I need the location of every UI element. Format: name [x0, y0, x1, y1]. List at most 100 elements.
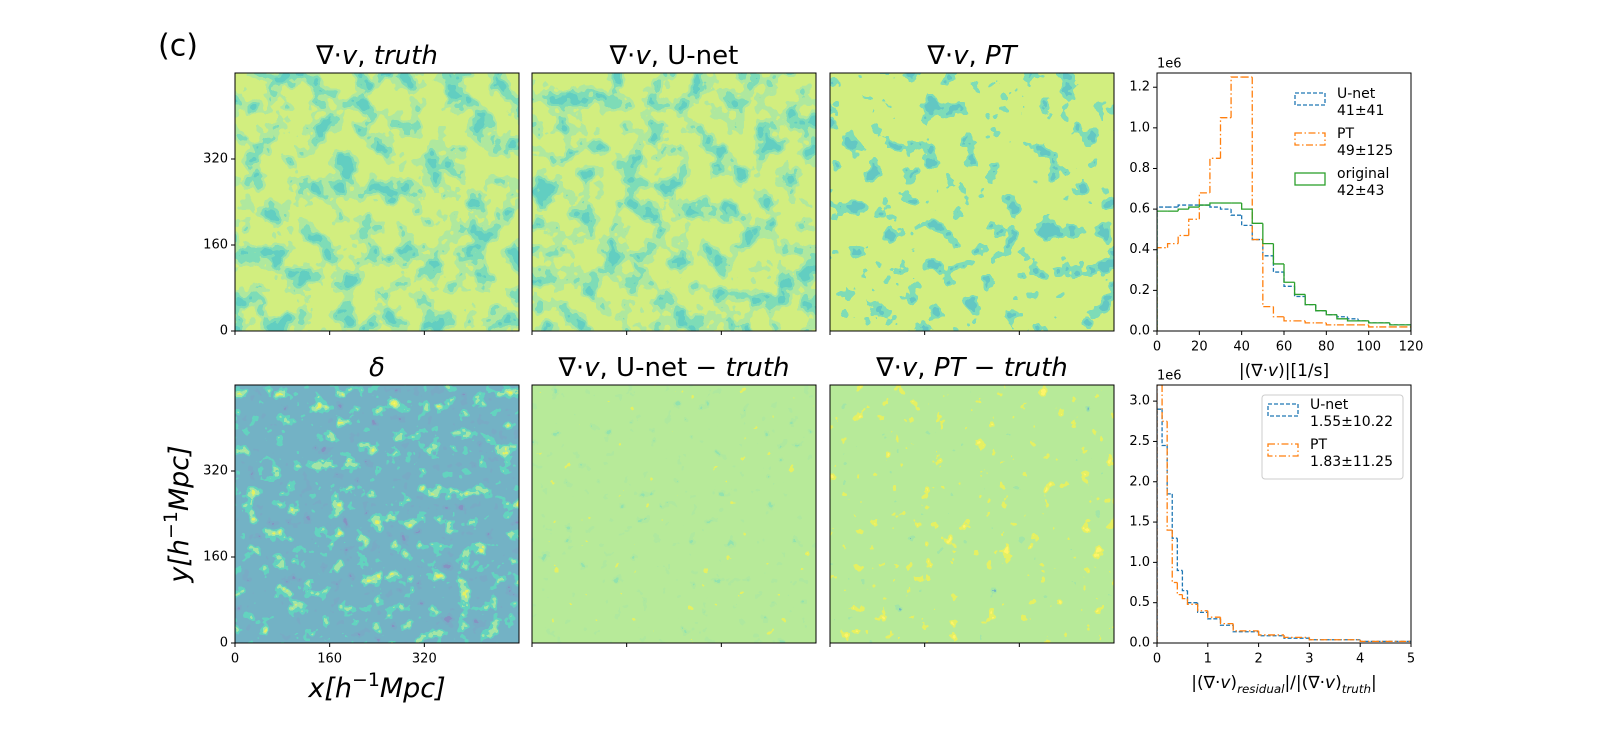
y-tick-label: 0.0	[1129, 636, 1150, 651]
y-tick-label: 1.5	[1129, 515, 1150, 530]
x-tick-label: 0	[1153, 652, 1161, 667]
panel-title: δ	[369, 353, 385, 383]
histogram-step	[1209, 202, 1221, 206]
text-part: ∇·	[926, 41, 953, 71]
x-tick-label: 3	[1305, 652, 1313, 667]
histogram-step	[1198, 204, 1210, 208]
y-tick-label: 0	[220, 324, 228, 339]
histogram-step	[1176, 582, 1183, 596]
text-part: −1	[352, 669, 380, 691]
x-tick-label: 160	[317, 652, 342, 667]
y-tick-label: 1.0	[1129, 120, 1150, 135]
y-tick-label: 0.8	[1129, 161, 1150, 176]
histogram-step	[1219, 117, 1232, 159]
histogram-step	[1283, 272, 1295, 287]
histogram-step	[1188, 218, 1200, 236]
text-part: |(∇·	[1239, 361, 1268, 381]
histogram-step	[1207, 610, 1221, 618]
x-tick-label: 100	[1356, 340, 1381, 355]
legend-label: U-net	[1337, 86, 1376, 102]
histogram-step	[1336, 314, 1348, 320]
axes-frame	[1156, 384, 1412, 644]
histogram-step	[1346, 318, 1359, 322]
legend-handle	[1267, 443, 1299, 457]
histogram-step	[1304, 294, 1316, 306]
text-part: [	[164, 555, 195, 567]
histogram-step	[1157, 408, 1163, 643]
y-tick-label: 3.0	[1129, 394, 1150, 409]
histogram-step	[1157, 247, 1168, 331]
histogram-step	[1359, 639, 1411, 643]
x-tick-label: 1	[1204, 652, 1212, 667]
histogram-step	[1368, 320, 1380, 324]
text-part: v	[953, 41, 969, 71]
field-image	[830, 73, 1114, 331]
histogram-step	[1232, 623, 1259, 632]
histogram-steps	[1157, 76, 1411, 331]
legend-label: original	[1337, 166, 1389, 182]
x-tick-label: 20	[1191, 340, 1208, 355]
histogram-step	[1400, 324, 1411, 331]
text-part: v	[342, 41, 358, 71]
text-part: )	[1230, 673, 1237, 693]
histogram-step	[1171, 493, 1178, 539]
text-part: −	[965, 353, 1003, 383]
panel-frame	[531, 72, 817, 332]
panel-title: ∇·v, PT	[926, 41, 1018, 71]
text-part: truth	[1004, 353, 1068, 383]
field-image	[830, 385, 1114, 643]
text-part: |/|(∇·	[1284, 673, 1325, 693]
text-part: truth	[374, 41, 438, 71]
histogram-step	[1304, 296, 1316, 306]
legend-summary: 49±125	[1337, 143, 1393, 159]
text-part: ∇·	[315, 41, 342, 71]
histogram-step	[1219, 207, 1232, 210]
histogram-step	[1336, 314, 1348, 318]
y-axis-label: y[h−1Mpc]	[160, 445, 195, 583]
histogram-step	[1293, 282, 1306, 296]
histogram-step	[1308, 637, 1361, 641]
panel-frame	[829, 72, 1115, 332]
histogram-step	[1257, 630, 1284, 636]
histogram-step	[1157, 385, 1163, 643]
x-tick-label: 0	[1153, 340, 1161, 355]
histogram-step	[1346, 316, 1359, 320]
histogram-step	[1188, 206, 1200, 210]
text-part: |	[1371, 673, 1377, 693]
x-tick-label: 120	[1399, 340, 1424, 355]
histogram-step	[1177, 208, 1189, 212]
histogram-step	[1400, 326, 1411, 331]
y-tick-label: 320	[203, 464, 228, 479]
panel-title: ∇·v, PT − truth	[875, 353, 1068, 383]
x-axis-label: x[h−1Mpc]	[307, 669, 445, 704]
histogram-step	[1272, 306, 1284, 318]
panel-frame	[829, 384, 1115, 644]
histogram-step	[1176, 538, 1183, 572]
text-part: residual	[1237, 682, 1285, 696]
histogram-step	[1161, 385, 1168, 422]
text-part: ]	[164, 445, 195, 458]
legend-handle	[1267, 403, 1299, 417]
histogram-step	[1157, 206, 1168, 331]
text-part: v	[1220, 673, 1231, 693]
histogram-step	[1241, 203, 1253, 210]
axes-frame	[1156, 72, 1412, 332]
histogram-step	[1315, 304, 1327, 312]
legend-summary: 42±43	[1337, 183, 1384, 199]
text-part: δ	[369, 353, 385, 383]
text-part: |(∇·	[1191, 673, 1220, 693]
text-part: Mpc	[380, 673, 435, 704]
histogram-step	[1262, 239, 1274, 308]
histogram-step	[1166, 242, 1179, 248]
x-tick-label: 80	[1318, 340, 1335, 355]
histogram-step	[1198, 192, 1210, 220]
histogram-step	[1400, 324, 1411, 331]
x-tick-label: 5	[1407, 652, 1415, 667]
text-part: ,	[917, 353, 934, 383]
histogram-step	[1157, 210, 1168, 331]
x-tick-label: 60	[1276, 340, 1293, 355]
histogram-step	[1171, 530, 1178, 584]
text-part: h	[335, 673, 352, 704]
histogram-step	[1251, 77, 1263, 241]
legend-label: U-net	[1310, 397, 1349, 413]
